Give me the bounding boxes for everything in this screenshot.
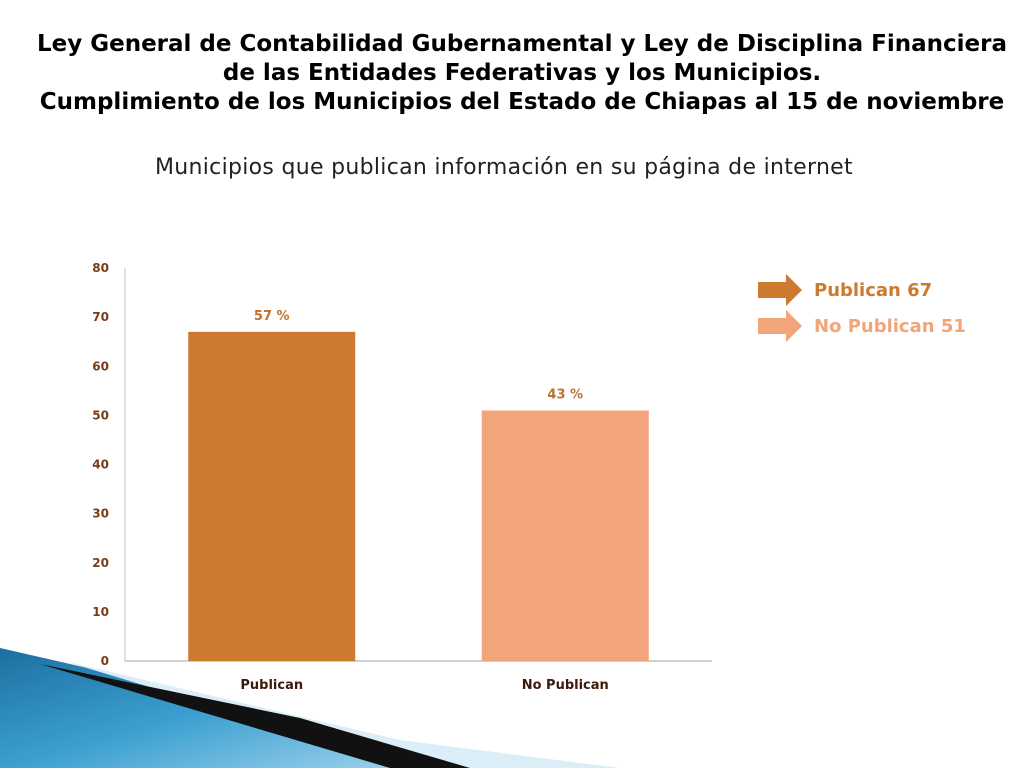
legend: Publican 67 No Publican 51: [758, 272, 966, 344]
data-label: 43 %: [547, 387, 583, 402]
x-category-label: Publican: [240, 678, 303, 693]
arrow-right-icon: [758, 310, 802, 342]
arrow-right-icon: [758, 274, 802, 306]
legend-label: Publican 67: [814, 279, 933, 301]
title-block: Ley General de Contabilidad Gubernamenta…: [0, 30, 1024, 117]
bar-publican: [188, 331, 356, 661]
legend-item: Publican 67: [758, 272, 966, 308]
title-line-3: Cumplimiento de los Municipios del Estad…: [39, 89, 1005, 115]
legend-label: No Publican 51: [814, 315, 966, 337]
y-tick-label: 0: [101, 654, 109, 668]
y-tick-label: 10: [92, 605, 109, 619]
title-line-1: Ley General de Contabilidad Gubernamenta…: [36, 31, 1008, 57]
y-tick-label: 30: [92, 507, 109, 521]
bar-no-publican: [481, 410, 649, 661]
y-tick-label: 20: [92, 556, 109, 570]
y-tick-label: 40: [92, 458, 109, 472]
y-tick-label: 60: [92, 359, 109, 373]
y-tick-label: 80: [92, 261, 109, 275]
y-tick-label: 50: [92, 408, 109, 422]
chart-subtitle: Municipios que publican información en s…: [155, 155, 853, 180]
legend-item: No Publican 51: [758, 308, 966, 344]
y-tick-label: 70: [92, 310, 109, 324]
data-label: 57 %: [254, 309, 290, 324]
title-line-2: de las Entidades Federativas y los Munic…: [222, 60, 822, 86]
x-category-label: No Publican: [522, 678, 609, 693]
